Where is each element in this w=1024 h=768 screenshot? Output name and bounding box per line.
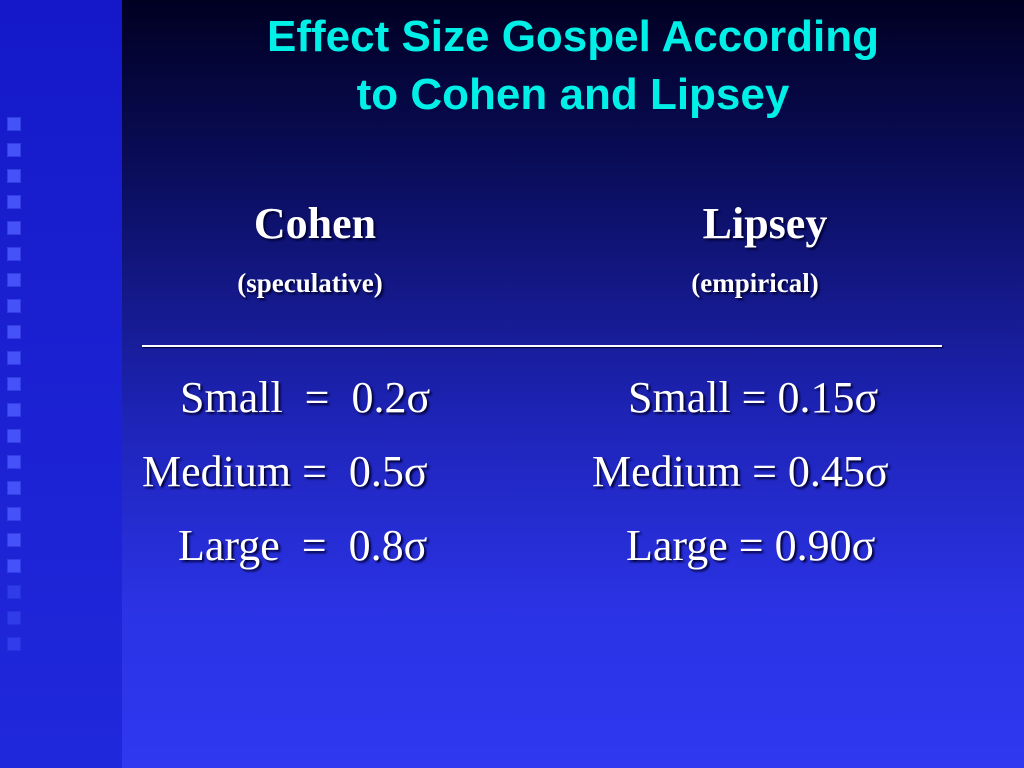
lipsey-large-value: Large = 0.90σ (626, 521, 876, 570)
decorative-square (8, 274, 20, 286)
decorative-square (8, 118, 20, 130)
lipsey-medium-value: Medium = 0.45σ (592, 447, 889, 496)
slide-title-line-2: to Cohen and Lipsey (356, 70, 790, 119)
cohen-small-value: Small = 0.2σ (180, 373, 431, 422)
decorative-squares (8, 118, 24, 664)
decorative-square (8, 638, 20, 650)
decorative-square (8, 508, 20, 520)
decorative-square (8, 404, 20, 416)
slide-title: Effect Size Gospel According to Cohen an… (122, 8, 1024, 124)
decorative-square (8, 352, 20, 364)
decorative-square (8, 456, 20, 468)
decorative-square (8, 612, 20, 624)
decorative-square (8, 248, 20, 260)
lipsey-heading: Lipsey (702, 199, 828, 248)
decorative-square (8, 196, 20, 208)
cohen-large-value: Large = 0.8σ (178, 521, 428, 570)
decorative-square (8, 586, 20, 598)
lipsey-subheading: (empirical) (691, 268, 819, 298)
slide-title-line-1: Effect Size Gospel According (266, 12, 880, 61)
lipsey-small-value: Small = 0.15σ (628, 373, 879, 422)
cohen-medium-value: Medium = 0.5σ (142, 447, 428, 496)
decorative-square (8, 222, 20, 234)
decorative-square (8, 482, 20, 494)
left-decorative-band (0, 0, 122, 768)
decorative-square (8, 430, 20, 442)
decorative-square (8, 326, 20, 338)
cohen-subheading: (speculative) (237, 268, 383, 298)
decorative-square (8, 300, 20, 312)
decorative-square (8, 144, 20, 156)
decorative-square (8, 560, 20, 572)
decorative-square (8, 534, 20, 546)
cohen-heading: Cohen (253, 199, 377, 248)
decorative-square (8, 378, 20, 390)
divider-rule (142, 345, 942, 347)
decorative-square (8, 170, 20, 182)
